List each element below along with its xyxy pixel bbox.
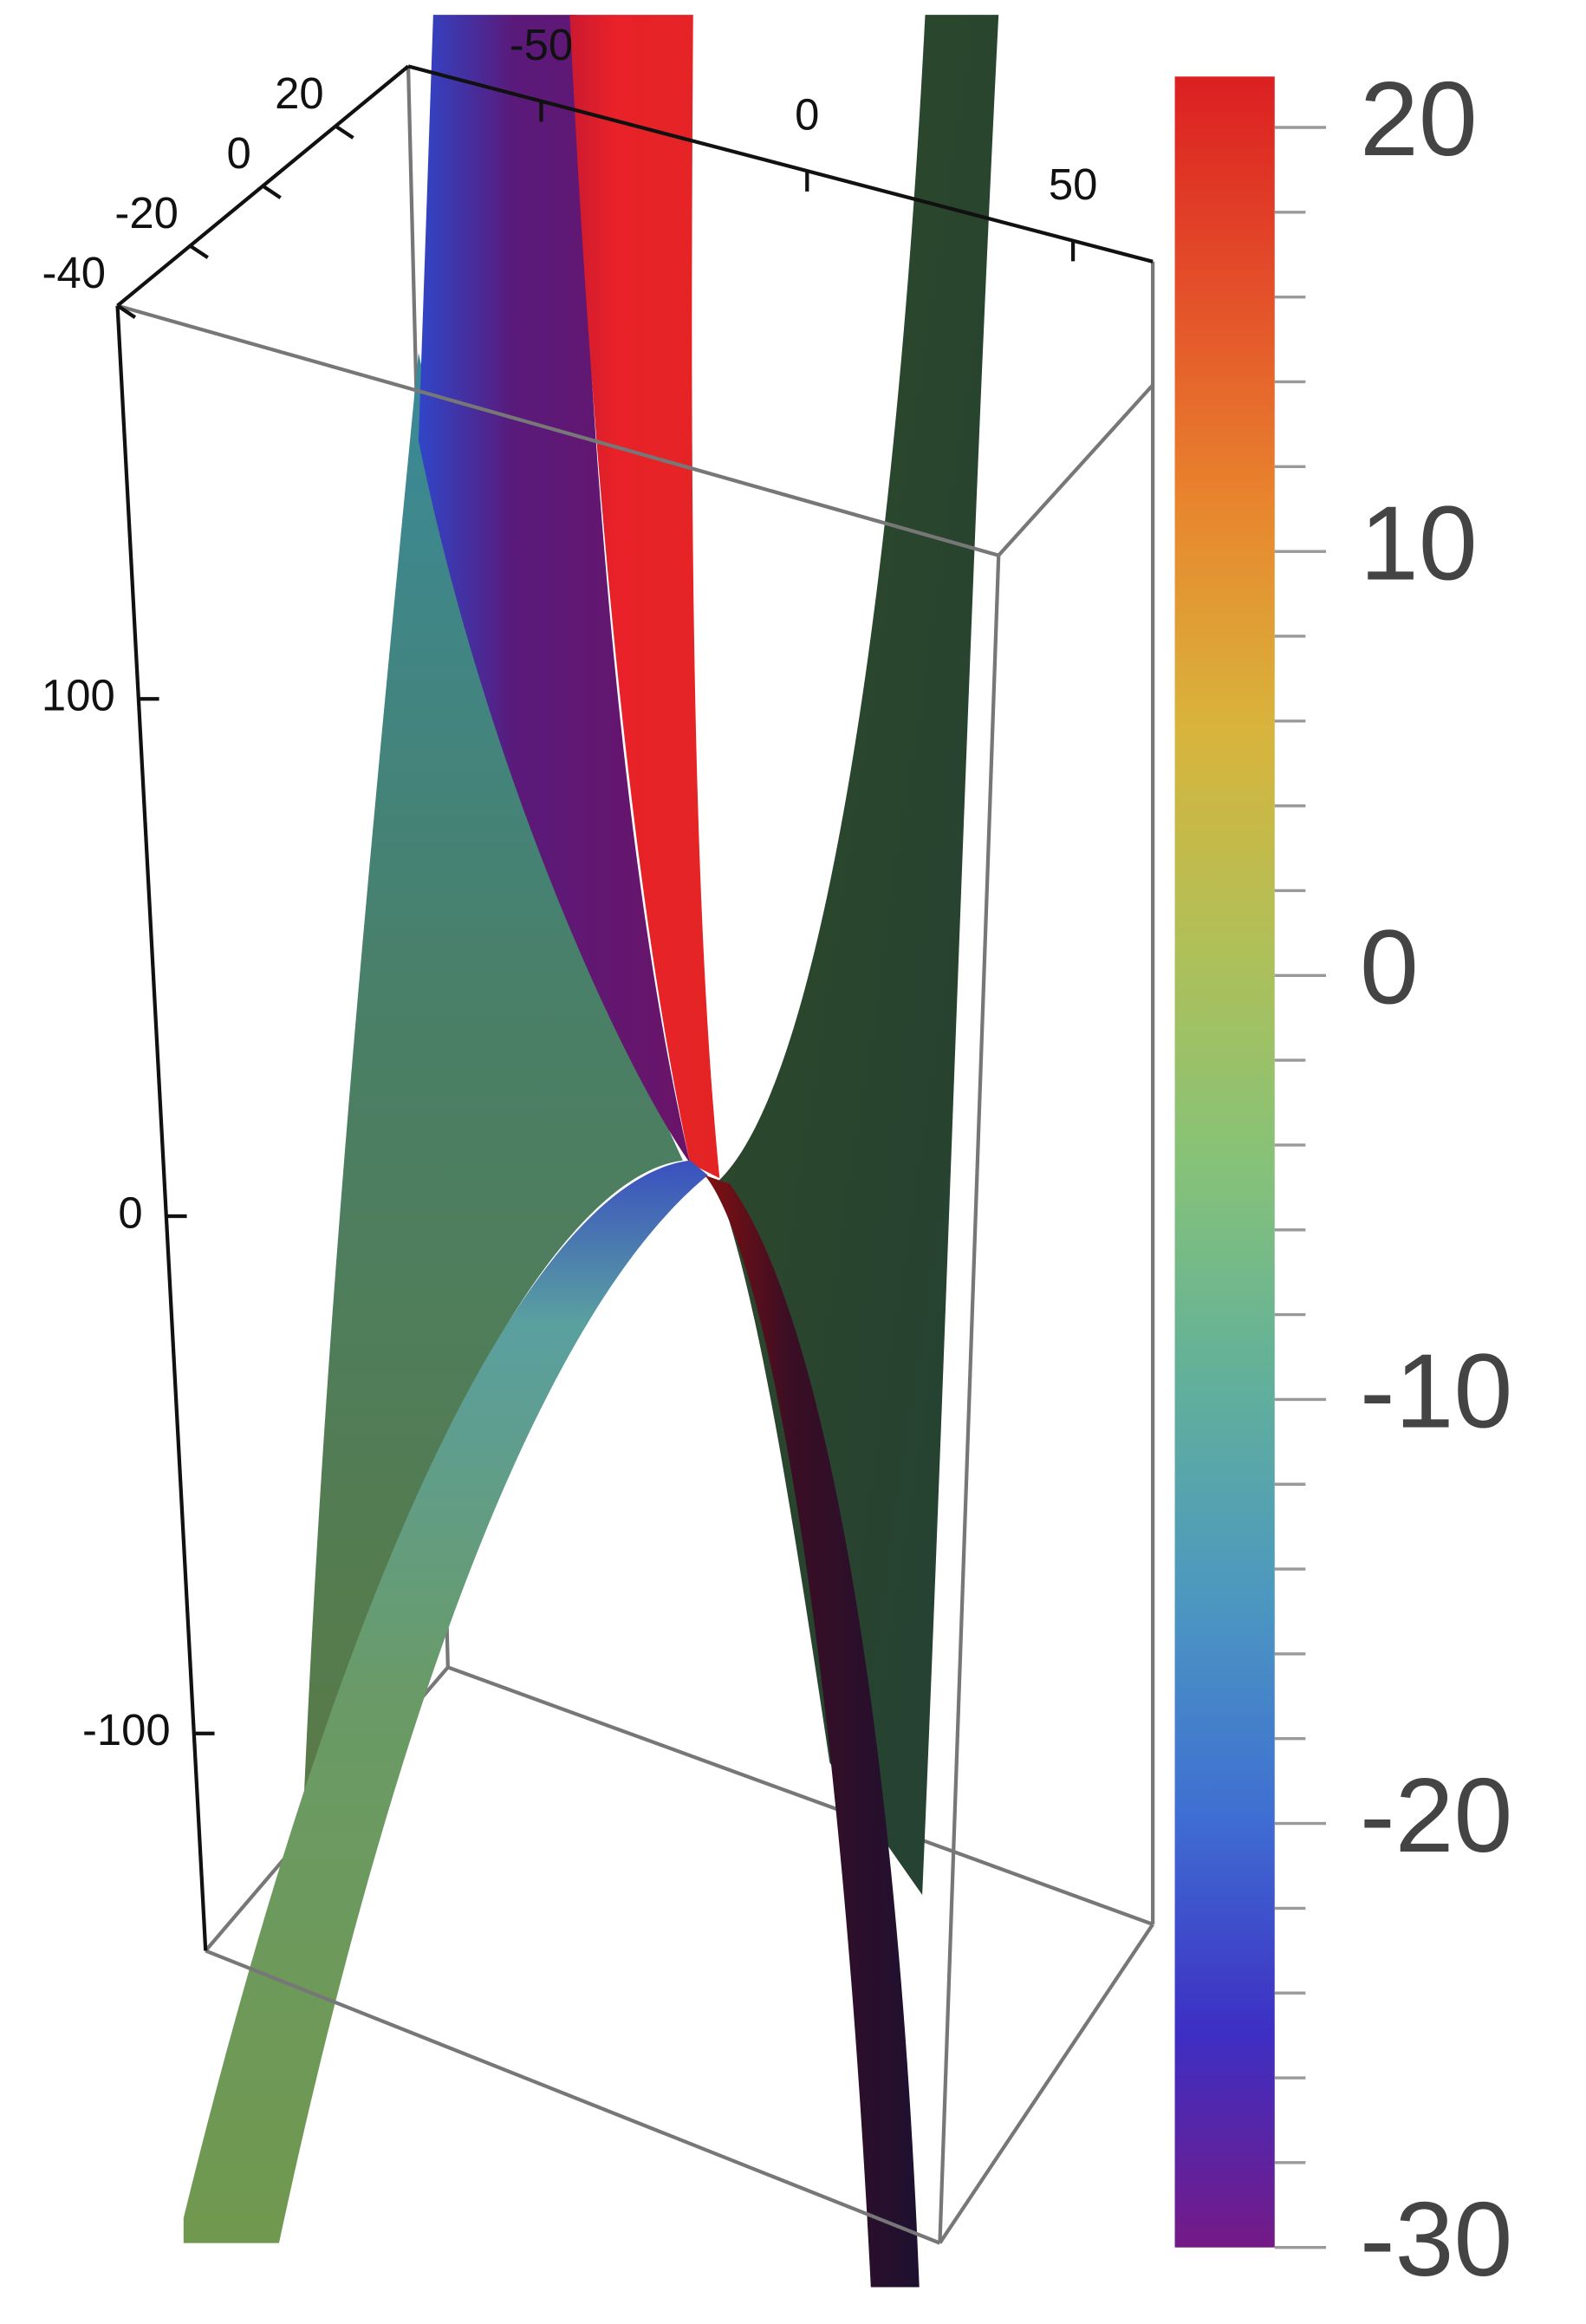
colorbar-tick-label: 10 — [1360, 484, 1478, 602]
box-edge — [997, 383, 1154, 557]
y-tick-label: -20 — [114, 188, 178, 238]
z-axis-line — [115, 305, 208, 1951]
surface-sheet — [569, 15, 720, 1179]
y-axis-line — [116, 64, 410, 308]
z-tick-label: -100 — [82, 1705, 171, 1754]
box-edge — [447, 1665, 1154, 1926]
colorbar — [1174, 76, 1275, 2248]
colorbar-tick-label: 0 — [1360, 908, 1419, 1026]
y-tick-label: 20 — [275, 68, 324, 118]
box-edge — [938, 1923, 1154, 2244]
box-edge — [116, 303, 999, 557]
surface — [183, 15, 999, 2288]
surface-sheet — [418, 15, 691, 1164]
x-tick-label: 50 — [1049, 159, 1098, 209]
box-edge — [205, 1949, 941, 2245]
box-front — [116, 303, 1154, 2245]
y-tick — [262, 184, 282, 199]
axes — [115, 64, 1154, 1951]
colorbar-tick-label: -20 — [1360, 1756, 1512, 1874]
y-tick-label: 0 — [226, 128, 250, 178]
z-tick-label: 0 — [118, 1188, 142, 1237]
colorbar-tick-label: -10 — [1360, 1332, 1512, 1450]
surface-sheet — [183, 1160, 708, 2243]
x-tick-label: -50 — [510, 20, 573, 69]
y-tick — [116, 303, 137, 319]
y-tick-label: -40 — [42, 248, 106, 297]
colorbar-tick-label: -30 — [1360, 2180, 1512, 2298]
x-tick-label: 0 — [795, 90, 819, 140]
colorbar-tick-label: 20 — [1360, 60, 1478, 178]
surface-sheet — [301, 352, 683, 1866]
x-axis-line — [407, 64, 1154, 264]
box-edge — [938, 555, 1001, 2243]
y-tick — [189, 244, 209, 259]
y-tick — [335, 124, 354, 140]
z-tick-label: 100 — [42, 671, 115, 720]
surface-sheet — [705, 1175, 920, 2288]
